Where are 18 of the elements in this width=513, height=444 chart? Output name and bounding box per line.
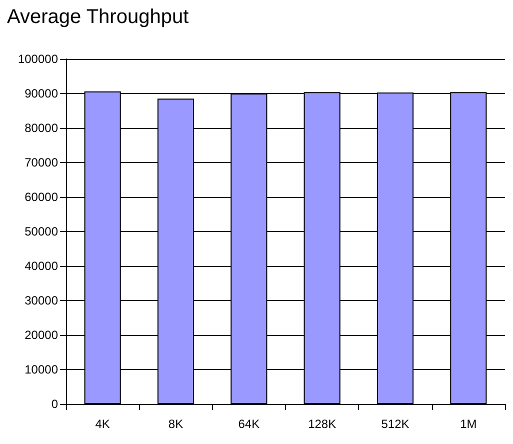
y-tick-label: 80000 <box>24 121 58 135</box>
y-tick-label: 60000 <box>24 190 58 204</box>
x-tick-label: 512K <box>381 417 410 431</box>
y-tick-label: 30000 <box>24 294 58 308</box>
chart-title: Average Throughput <box>7 6 190 28</box>
y-tick-label: 40000 <box>24 259 58 273</box>
x-tick-label: 1M <box>460 417 477 431</box>
y-tick-label: 0 <box>51 397 58 411</box>
y-tick-label: 70000 <box>24 156 58 170</box>
y-tick-label: 90000 <box>24 86 58 100</box>
y-tick-label: 100000 <box>18 52 58 66</box>
y-tick-label: 20000 <box>24 328 58 342</box>
x-tick-label: 128K <box>308 417 336 431</box>
y-tick-label: 50000 <box>24 224 58 238</box>
x-tick-label: 8K <box>168 417 184 431</box>
x-tick-label: 64K <box>238 417 260 431</box>
y-tick-label: 10000 <box>24 362 58 376</box>
x-tick-label: 4K <box>95 417 110 431</box>
